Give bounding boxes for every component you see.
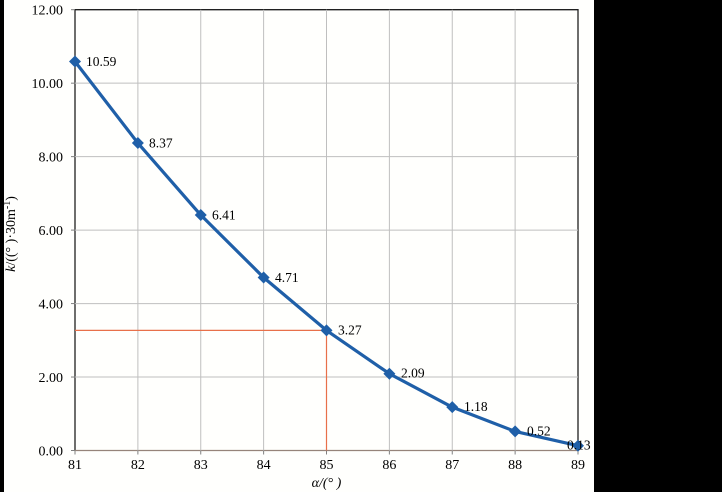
svg-text:α/(° ): α/(° ) (312, 476, 342, 491)
svg-text:4.71: 4.71 (275, 270, 299, 285)
svg-text:2.00: 2.00 (39, 371, 64, 386)
svg-text:83: 83 (194, 458, 208, 473)
svg-text:1.18: 1.18 (464, 399, 488, 414)
svg-text:2.09: 2.09 (401, 366, 425, 381)
svg-text:k/((° )·30m-1): k/((° )·30m-1) (2, 196, 19, 272)
svg-text:89: 89 (571, 458, 585, 473)
svg-text:0.13: 0.13 (567, 438, 591, 453)
svg-text:87: 87 (445, 458, 459, 473)
svg-text:81: 81 (68, 458, 82, 473)
svg-text:4.00: 4.00 (39, 298, 64, 313)
svg-text:8.37: 8.37 (149, 136, 173, 151)
svg-text:0.00: 0.00 (39, 445, 64, 460)
svg-text:6.00: 6.00 (39, 224, 64, 239)
svg-text:8.00: 8.00 (39, 151, 64, 166)
svg-text:82: 82 (131, 458, 145, 473)
svg-text:12.00: 12.00 (32, 4, 64, 19)
svg-text:6.41: 6.41 (212, 208, 236, 223)
svg-text:88: 88 (508, 458, 522, 473)
svg-text:86: 86 (382, 458, 396, 473)
svg-text:3.27: 3.27 (338, 323, 362, 338)
svg-text:84: 84 (257, 458, 271, 473)
svg-text:10.00: 10.00 (32, 77, 64, 92)
svg-text:85: 85 (320, 458, 334, 473)
svg-text:10.59: 10.59 (86, 54, 117, 69)
svg-text:0.52: 0.52 (527, 424, 551, 439)
